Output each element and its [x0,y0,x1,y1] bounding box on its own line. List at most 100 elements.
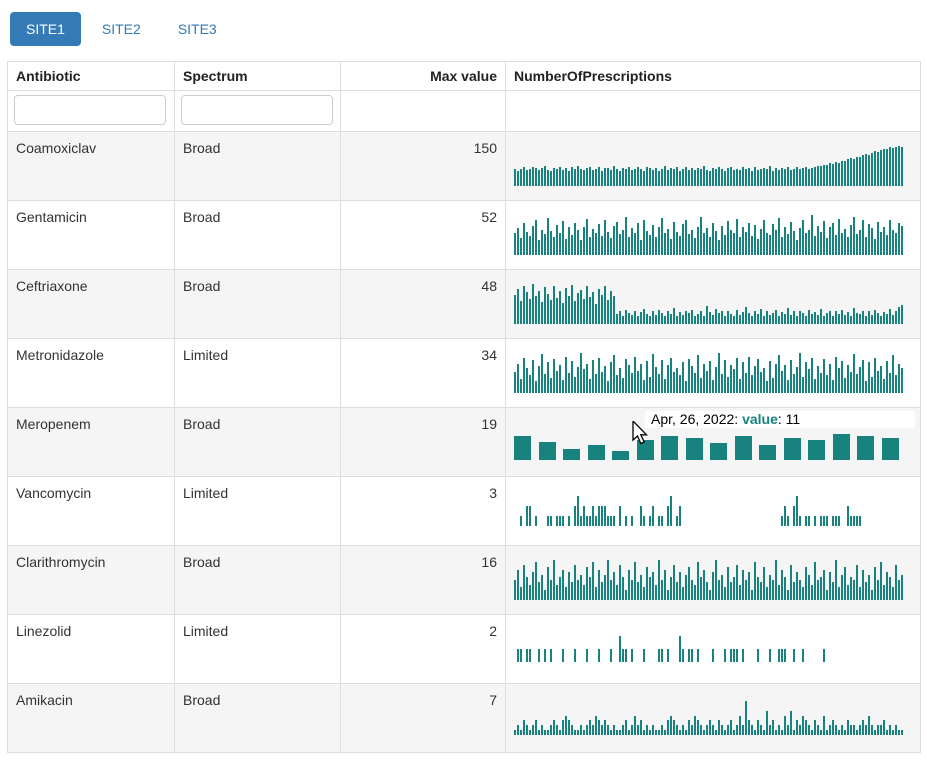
sparkline-bar [811,585,813,600]
sparkline-bar [634,233,636,255]
sparkline-bar [760,309,762,324]
sparkline-bar [628,570,630,600]
sparkline-bar [820,309,822,324]
sparkline-bar [574,377,576,393]
sparkline-bar [790,170,792,186]
sparkline-bar [796,316,798,324]
sparkline-bar [652,225,654,255]
site-tabs: SITE1 SITE2 SITE3 [10,12,920,46]
sparkline-bar [757,170,759,186]
spectrum-value: Broad [174,407,341,477]
sparkline-bar [865,725,867,735]
tab-site2[interactable]: SITE2 [101,21,141,37]
antibiotic-name: Vancomycin [7,476,175,546]
sparkline-bar [550,649,552,662]
max-value: 52 [340,200,506,270]
sparkline-chart[interactable] [514,146,904,186]
sparkline-bar [559,730,561,735]
spectrum-filter-input[interactable] [181,95,333,125]
sparkline-bar [898,730,900,735]
sparkline-bar [874,358,876,393]
sparkline-bar [763,316,765,324]
column-header-prescriptions[interactable]: NumberOfPrescriptions [505,61,921,91]
sparkline-bar [748,223,750,255]
sparkline-bar [700,725,702,735]
sparkline-bar [817,725,819,735]
sparkline-bar [844,730,846,735]
sparkline-bar [685,575,687,600]
sparkline-bar [544,234,546,255]
sparkline-chart[interactable] [514,636,904,662]
column-header-antibiotic[interactable]: Antibiotic [7,61,175,91]
sparkline-bar [895,375,897,393]
antibiotic-filter-input[interactable] [14,95,166,125]
sparkline-bar [592,229,594,255]
sparkline-bar [622,316,624,324]
sparkline-bar [823,316,825,324]
sparkline-bar [772,580,774,600]
sparkline-bar [808,230,810,255]
sparkline-bar [649,577,651,600]
sparkline-chart[interactable] [514,560,904,600]
sparkline-bar [514,169,516,186]
sparkline-bar [805,362,807,393]
sparkline-chart[interactable] [514,701,904,735]
sparkline-bar [586,516,588,526]
sparkline-bar [802,168,804,186]
sparkline-bar [892,148,894,186]
sparkline-bar [856,374,858,393]
sparkline-bar [529,730,531,735]
hovered-sparkline-cell[interactable]: Apr, 26, 2022: value: 11 [505,407,921,477]
sparkline-chart[interactable] [514,425,906,460]
sparkline-bar [874,567,876,600]
sparkline-bar [808,169,810,186]
sparkline-bar [712,725,714,735]
tab-site3[interactable]: SITE3 [177,21,217,37]
sparkline-chart[interactable] [514,496,904,526]
sparkline-bar [760,372,762,393]
max-value: 48 [340,269,506,339]
sparkline-bar [802,220,804,255]
sparkline-chart[interactable] [514,215,904,255]
sparkline-bar [832,720,834,735]
antibiotic-name: Clarithromycin [7,545,175,615]
tab-site1[interactable]: SITE1 [10,12,81,46]
sparkline-bar [829,163,831,186]
sparkline-bar [685,381,687,393]
sparkline-bar [592,170,594,186]
sparkline-bar [778,725,780,735]
sparkline-bar [724,171,726,186]
sparkline-bar [868,362,870,393]
sparkline-bar [742,570,744,600]
column-header-spectrum[interactable]: Spectrum [174,61,341,91]
sparkline-bar [706,582,708,600]
sparkline-bar [520,730,522,735]
sparkline-bar [808,439,825,460]
sparkline-bar [883,227,885,255]
sparkline-bar [790,222,792,255]
sparkline-bar [520,587,522,600]
sparkline-bar [877,580,879,600]
sparkline-bar [559,291,561,324]
sparkline-chart[interactable] [514,284,904,324]
sparkline-bar [610,649,612,662]
sparkline-chart[interactable] [514,353,904,393]
sparkline-bar [862,570,864,600]
sparkline-bar [796,367,798,393]
sparkline-bar [886,149,888,186]
sparkline-bar [589,297,591,324]
sparkline-bar [847,720,849,735]
sparkline-bar [754,562,756,600]
sparkline-bar [769,575,771,600]
sparkline-bar [871,590,873,600]
sparkline-bar [661,516,663,526]
sparkline-bar [598,224,600,255]
table-row: Metronidazole Limited 34 [7,338,921,408]
sparkline-bar [676,232,678,255]
sparkline-bar [715,560,717,600]
sparkline-bar [628,167,630,186]
sparkline-bar [562,303,564,324]
sparkline-bar [562,570,564,600]
column-header-max-value[interactable]: Max value [340,61,506,91]
